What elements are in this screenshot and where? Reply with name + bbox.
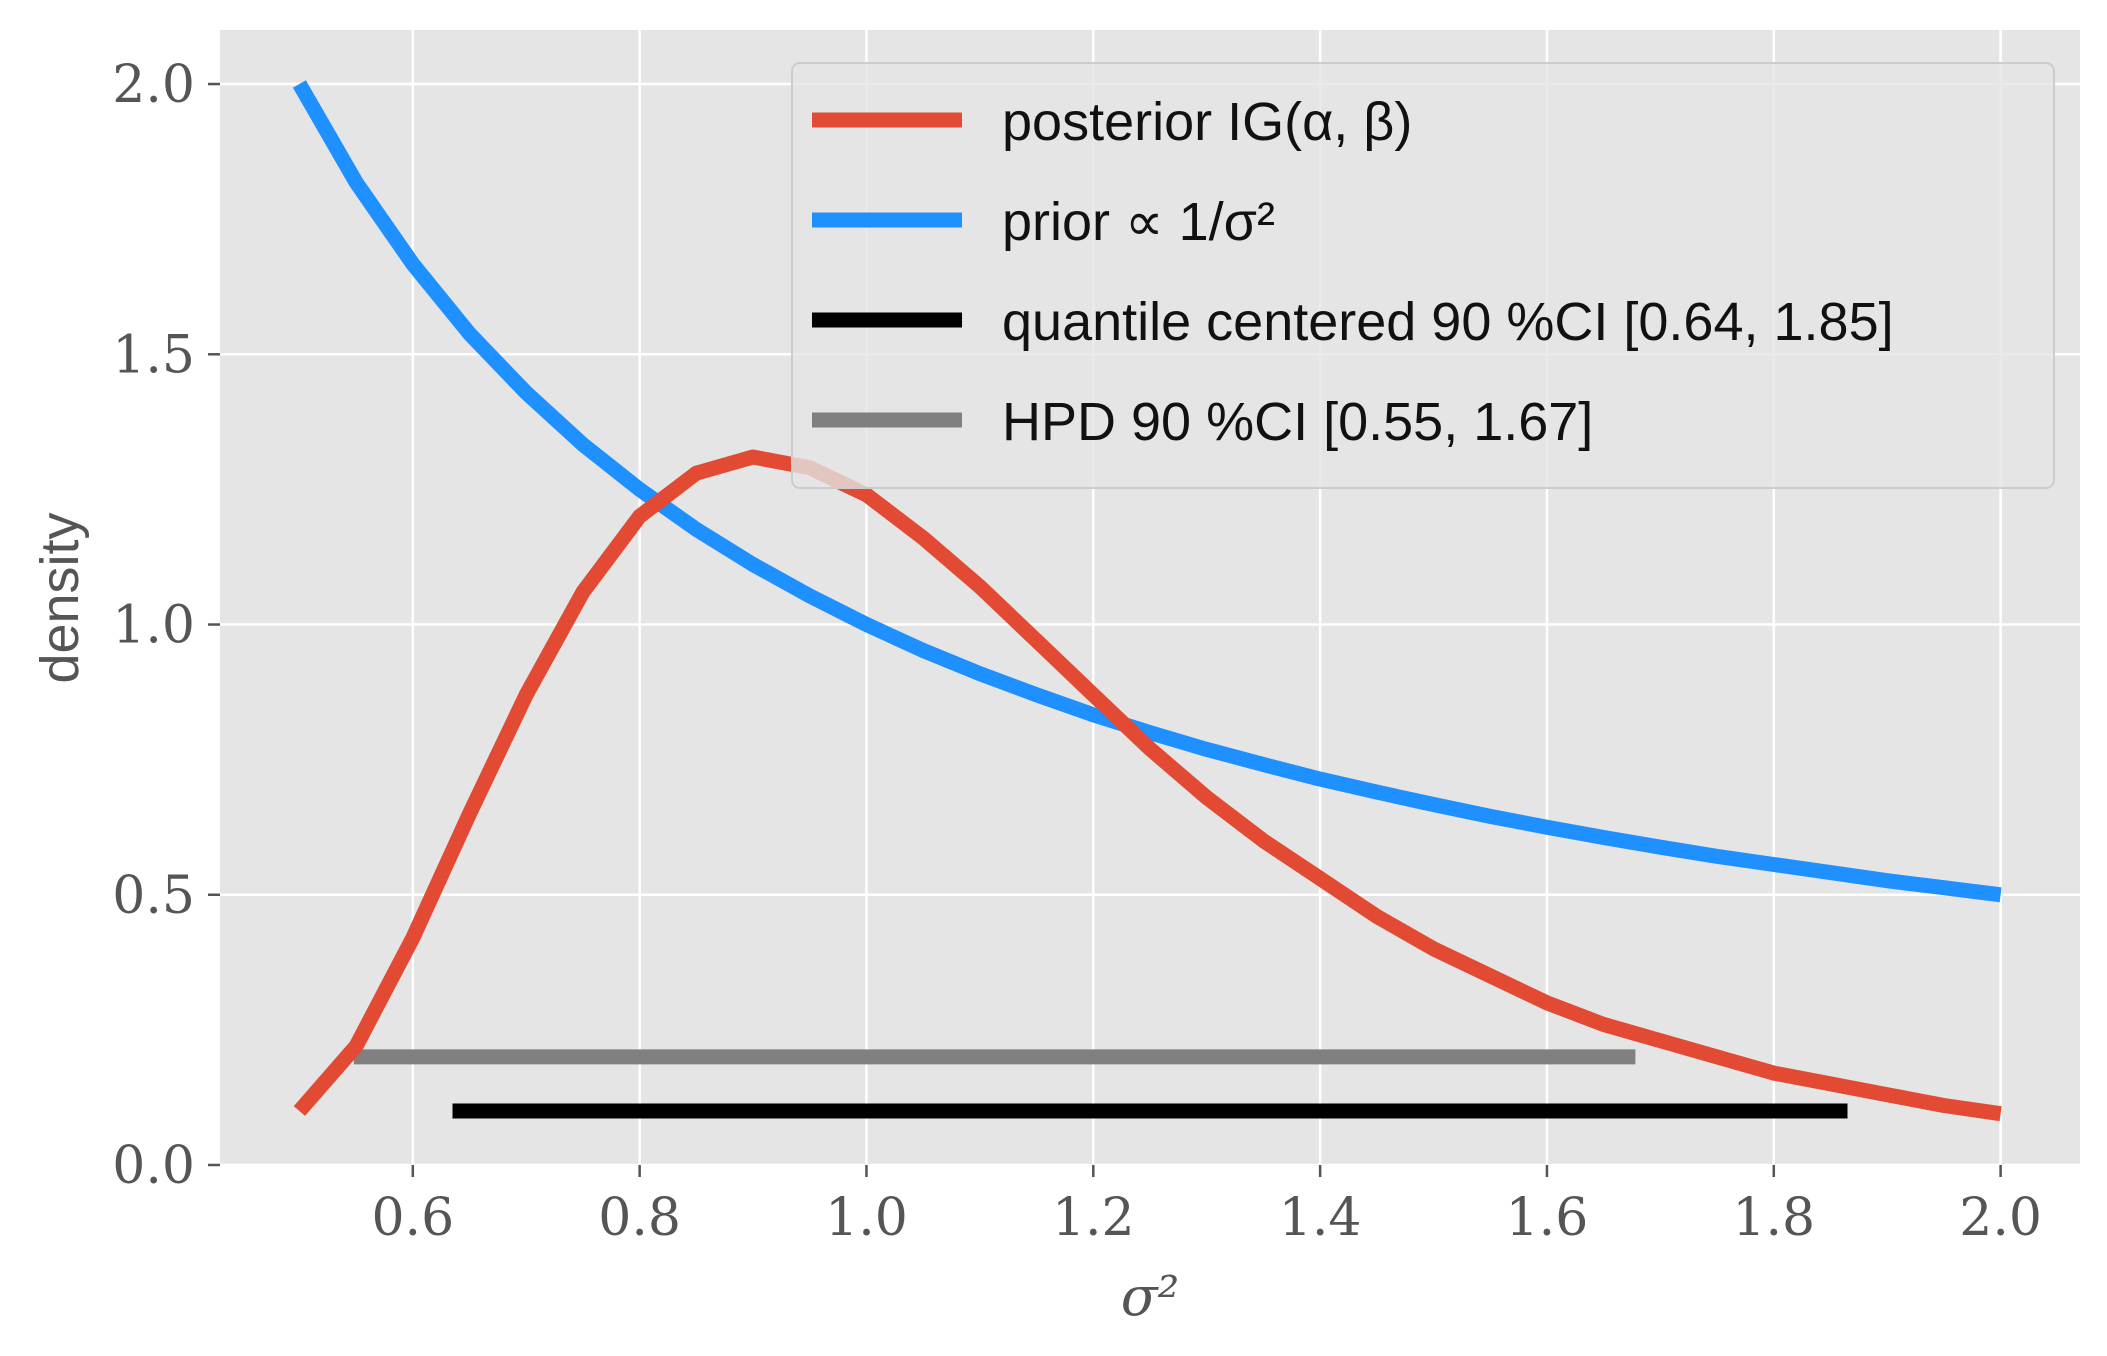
legend-label: prior ∝ 1/σ² <box>1002 192 1275 252</box>
legend-label: posterior IG(α, β) <box>1002 92 1412 152</box>
y-tick-label: 2.0 <box>112 55 195 115</box>
x-tick-label: 0.6 <box>371 1188 454 1248</box>
legend-label: quantile centered 90 %CI [0.64, 1.85] <box>1002 292 1894 352</box>
legend-label: HPD 90 %CI [0.55, 1.67] <box>1002 392 1593 452</box>
x-tick-label: 2.0 <box>1959 1188 2042 1248</box>
series-line-0 <box>293 449 2002 1122</box>
y-tick-label: 1.5 <box>112 325 195 385</box>
series-line-1 <box>292 80 2002 903</box>
x-tick-label: 1.2 <box>1052 1188 1135 1248</box>
legend: posterior IG(α, β) prior ∝ 1/σ² quantile c… <box>791 62 2055 489</box>
y-tick-label: 0.0 <box>112 1136 195 1196</box>
legend-box <box>791 62 2055 489</box>
axes: 0.6 0.8 1.0 1.2 1.4 1.6 1.8 2.0 0.0 0.5 1.0 1.5 2.0 <box>112 55 2042 1248</box>
x-tick-label: 1.4 <box>1279 1188 1362 1248</box>
y-tick-label: 0.5 <box>112 866 195 926</box>
x-axis-label: σ² <box>1121 1265 1180 1328</box>
y-axis-label: density <box>30 512 90 683</box>
x-tick-label: 1.8 <box>1732 1188 1815 1248</box>
x-tick-label: 0.8 <box>598 1188 681 1248</box>
series-layer <box>292 80 2002 1122</box>
y-tick-label: 1.0 <box>112 596 195 656</box>
x-tick-label: 1.0 <box>825 1188 908 1248</box>
x-tick-label: 1.6 <box>1506 1188 1589 1248</box>
